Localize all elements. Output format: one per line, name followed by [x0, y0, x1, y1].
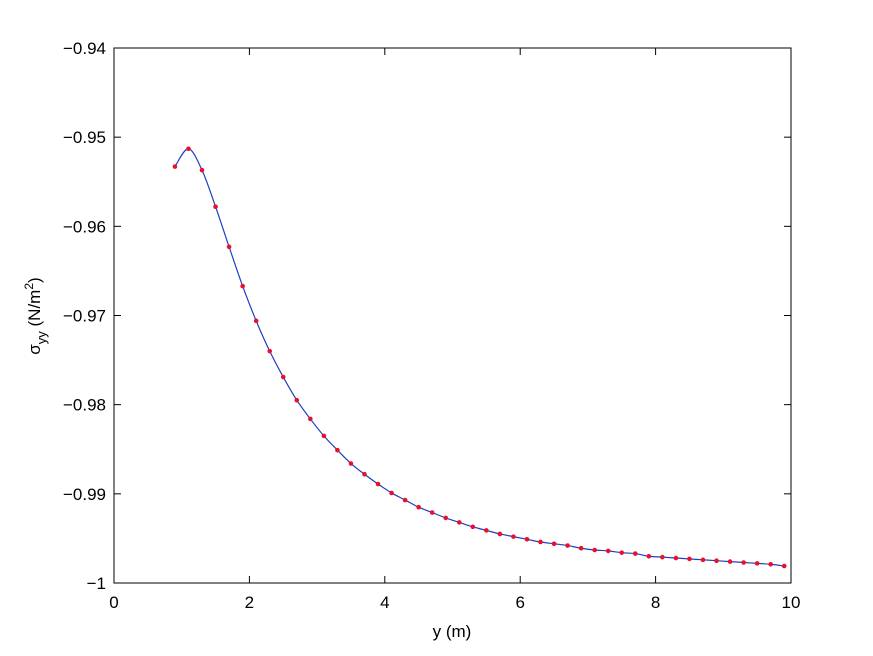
point — [280, 374, 286, 380]
point — [362, 471, 367, 477]
point — [673, 555, 679, 561]
y-axis-label: σyy (N/m2) — [22, 277, 49, 354]
point — [402, 497, 408, 503]
y-label-close: ) — [25, 277, 44, 283]
point — [321, 433, 327, 439]
point — [389, 490, 394, 496]
point — [646, 553, 652, 559]
point — [308, 416, 313, 422]
point — [456, 520, 462, 525]
point — [443, 515, 449, 521]
point — [565, 543, 570, 548]
point — [524, 537, 530, 542]
point — [226, 244, 232, 250]
point — [578, 545, 584, 551]
point — [660, 554, 665, 560]
point — [186, 146, 191, 152]
point — [632, 551, 638, 556]
y-tick-label: −0.95 — [63, 128, 106, 147]
x-tick-label: 0 — [109, 593, 118, 612]
line — [174, 148, 785, 567]
y-label-symbol: σ — [25, 344, 44, 355]
point — [348, 461, 354, 466]
point — [592, 547, 597, 553]
point — [416, 504, 421, 510]
point — [727, 559, 733, 564]
x-axis-label: y (m) — [433, 622, 472, 641]
point — [511, 534, 516, 539]
point — [781, 563, 787, 569]
point — [687, 556, 692, 562]
point — [551, 541, 557, 547]
x-tick-label: 8 — [651, 593, 660, 612]
point — [294, 397, 300, 403]
axes-box — [113, 47, 792, 584]
y-tick-label: −0.96 — [63, 217, 106, 236]
point — [497, 531, 503, 537]
y-label-sup: 2 — [22, 283, 36, 290]
point — [768, 561, 773, 567]
point — [199, 167, 205, 173]
point — [429, 510, 435, 515]
point — [213, 204, 218, 210]
point — [240, 283, 245, 289]
point — [605, 548, 611, 554]
y-tick-label: −0.97 — [63, 307, 106, 326]
point — [335, 447, 340, 453]
point — [754, 561, 760, 566]
point — [700, 557, 706, 563]
point — [714, 558, 719, 564]
x-tick-label: 2 — [245, 593, 254, 612]
y-tick-label: −0.98 — [63, 396, 106, 415]
y-label-unit: (N/m — [25, 290, 44, 332]
y-tick-label: −0.99 — [63, 485, 106, 504]
point — [267, 348, 273, 354]
x-tick-label: 10 — [782, 593, 801, 612]
y-tick-label: −1 — [87, 574, 106, 593]
y-label-sub: yy — [34, 331, 49, 345]
point — [538, 539, 543, 545]
point — [253, 318, 259, 324]
point — [741, 560, 746, 565]
point — [484, 528, 489, 533]
point — [172, 164, 178, 169]
y-tick-label: −0.94 — [63, 39, 106, 58]
point — [375, 481, 381, 487]
x-tick-label: 6 — [515, 593, 524, 612]
point — [619, 550, 625, 555]
point — [470, 524, 476, 530]
x-tick-label: 4 — [380, 593, 389, 612]
